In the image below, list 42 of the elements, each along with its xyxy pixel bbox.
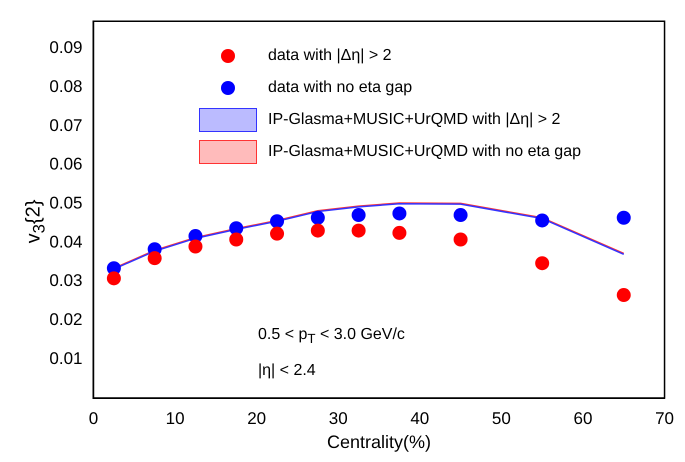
y-tick-label: 0.01	[49, 348, 82, 368]
point	[310, 224, 325, 238]
point	[535, 213, 550, 228]
point	[148, 251, 162, 266]
x-tick-label: 10	[166, 408, 185, 428]
y-tick-label: 0.03	[49, 271, 82, 290]
x-tick-label: 30	[328, 408, 348, 428]
point	[188, 240, 202, 254]
x-tick-label: 50	[492, 408, 511, 428]
legend-label: IP-Glasma+MUSIC+UrQMD with |Δη| > 2	[268, 111, 560, 129]
point	[616, 210, 631, 225]
annotation: 0.5 < p$_{T}$ < 3.0 GeV/c	[258, 326, 405, 346]
point	[229, 232, 244, 247]
y-tick-label: 0.08	[49, 76, 82, 96]
y-tick-label: 0.02	[49, 310, 82, 329]
point	[454, 232, 468, 247]
y-tick-label: 0.04	[49, 232, 82, 252]
point	[454, 208, 468, 222]
y-tick-label: 0.07	[49, 116, 82, 135]
legend-label: data with no eta gap	[268, 79, 412, 97]
x-tick-label: 40	[410, 408, 430, 428]
annotation: |η| < 2.4	[258, 362, 316, 380]
point	[270, 226, 284, 241]
point	[310, 210, 325, 225]
x-tick-label: 0	[88, 408, 98, 428]
x-tick-label: 60	[574, 408, 592, 428]
point	[392, 206, 406, 220]
point	[392, 226, 406, 240]
point	[352, 208, 366, 222]
point	[270, 214, 284, 228]
x-tick-label: 20	[247, 408, 266, 428]
legend-label: data with |Δη| > 2	[268, 47, 392, 65]
point	[106, 271, 121, 286]
point	[616, 288, 631, 302]
y-tick-label: 0.06	[49, 154, 82, 174]
point	[352, 224, 366, 238]
y-tick-label: 0.05	[49, 193, 82, 212]
y-tick-label: 0.09	[49, 38, 82, 58]
legend-label: IP-Glasma+MUSIC+UrQMD with no eta gap	[268, 143, 581, 161]
x-axis-title: Centrality(%)	[327, 432, 432, 452]
x-tick-label: 70	[655, 408, 674, 428]
point	[535, 256, 550, 270]
